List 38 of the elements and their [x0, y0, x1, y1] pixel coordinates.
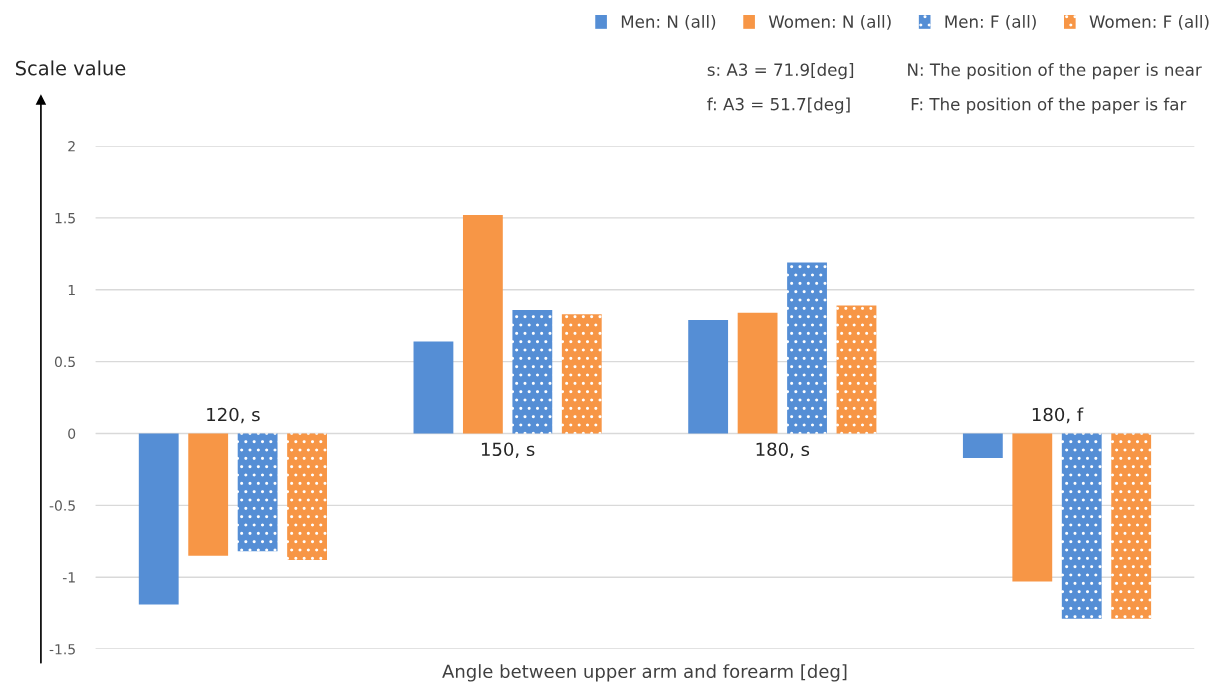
x-tick-label: 180, s: [756, 442, 810, 458]
bar: [962, 433, 1003, 458]
bar: [1012, 433, 1053, 582]
bar: [561, 314, 602, 434]
bar: [188, 433, 229, 556]
y-tick-label: 1: [68, 284, 75, 296]
bar: [287, 433, 327, 560]
x-tick-label: 150, s: [481, 442, 535, 458]
y-tick-label: 1.5: [55, 213, 75, 224]
text: f: A3 = 51.7[deg]: [707, 97, 850, 114]
bar: [512, 309, 553, 434]
text: F: The position of the paper is far: [911, 97, 1187, 114]
x-axis-title: Angle between upper arm and forearm [deg]: [442, 664, 847, 682]
bar: [413, 341, 454, 434]
y-tick-label: 0.5: [54, 356, 75, 368]
y-tick-label: -1.5: [49, 644, 75, 655]
bar: [138, 433, 179, 605]
bar: [1111, 433, 1152, 619]
x-tick-label: 180, f: [1032, 407, 1084, 424]
y-tick-label: 2: [68, 141, 75, 152]
y-axis-title: Scale value: [15, 60, 126, 76]
text: N: The position of the paper is near: [908, 63, 1202, 80]
bar: [237, 433, 278, 552]
legend-label: Women: F (all): [1089, 15, 1209, 30]
y-tick-label: -0.5: [49, 500, 75, 511]
legend-label: Men: F (all): [945, 15, 1036, 30]
bar: [737, 312, 778, 434]
bar: [462, 215, 503, 434]
bar: [1061, 433, 1102, 619]
y-tick-label: -1: [62, 572, 75, 583]
x-tick-label: 120, s: [207, 407, 260, 424]
legend-label: Women: N (all): [768, 15, 891, 30]
text: s: A3 = 71.9[deg]: [707, 63, 854, 80]
legend-label: Men: N (all): [621, 15, 716, 30]
bar: [787, 262, 827, 434]
bar: [836, 305, 877, 434]
y-tick-label: 0: [68, 428, 76, 439]
bar: [688, 319, 729, 434]
